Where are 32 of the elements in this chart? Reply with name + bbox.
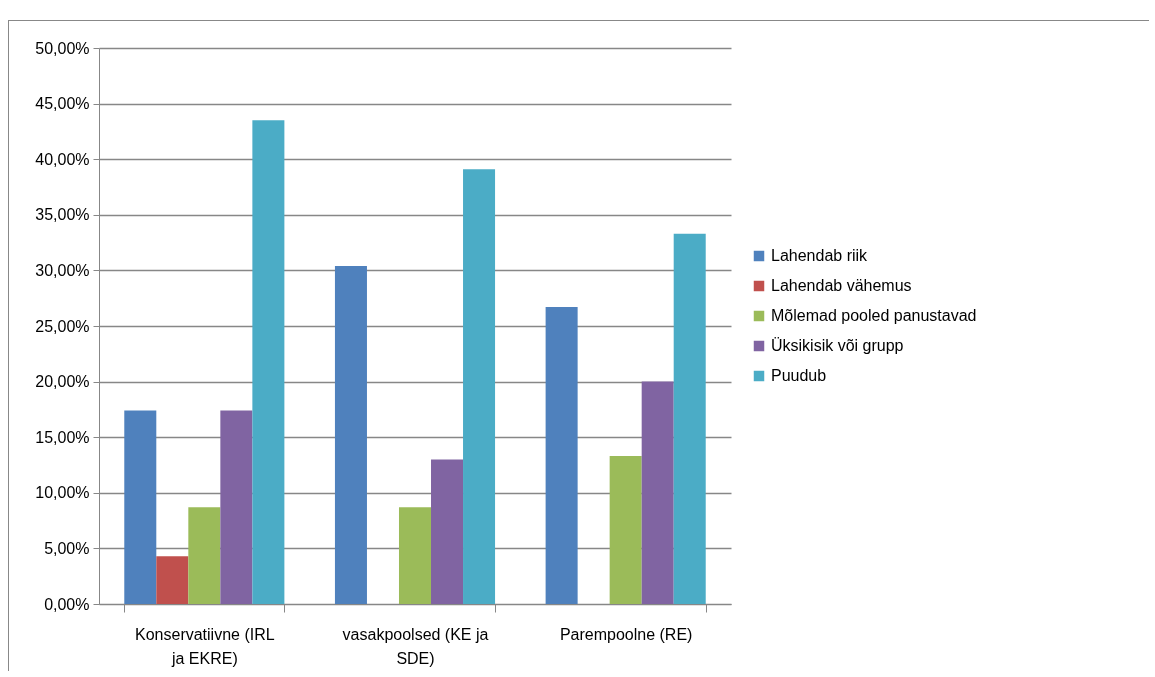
bar (334, 265, 367, 604)
bar (220, 410, 253, 604)
legend-label: Lahendab vähemus (771, 277, 912, 294)
bar (545, 307, 578, 604)
legend-label: Üksikisik või grupp (771, 337, 904, 354)
y-tick-label: 20,00% (35, 373, 90, 391)
bar (124, 410, 157, 604)
bar (398, 507, 432, 604)
bar (188, 507, 221, 604)
y-tick-label: 45,00% (35, 95, 90, 113)
x-tick-label: vasakpoolsed (KE ja SDE) (342, 625, 489, 667)
bar (431, 459, 464, 604)
y-tick-label: 40,00% (35, 150, 90, 168)
bar (609, 456, 642, 604)
legend-label: Mõlemad pooled panustavad (771, 307, 977, 324)
y-tick-label: 5,00% (44, 539, 90, 557)
bar (641, 381, 674, 604)
x-tick-label: Parempoolne (RE) (559, 625, 693, 643)
y-tick-label: 15,00% (35, 428, 90, 446)
y-tick-label: 50,00% (35, 39, 90, 57)
bar (156, 556, 189, 604)
y-tick-label: 35,00% (35, 206, 90, 224)
y-tick-label: 25,00% (35, 317, 90, 335)
y-tick-label: 10,00% (35, 484, 90, 502)
bar (252, 120, 285, 604)
bar (673, 233, 706, 604)
y-tick-label: 30,00% (35, 261, 90, 279)
bar (463, 169, 496, 604)
legend-label: Lahendab riik (771, 247, 869, 264)
x-tick-label: Konservatiivne (IRL ja EKRE) (135, 625, 275, 667)
legend-label: Puudub (771, 367, 827, 384)
y-tick-label: 0,00% (44, 595, 90, 613)
